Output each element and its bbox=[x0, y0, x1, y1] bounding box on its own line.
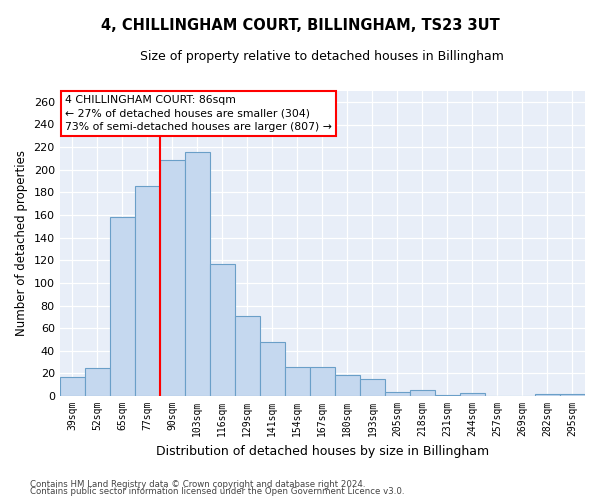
Bar bbox=[160, 160, 185, 396]
Bar bbox=[59, 377, 85, 396]
Text: Contains HM Land Registry data © Crown copyright and database right 2024.: Contains HM Land Registry data © Crown c… bbox=[30, 480, 365, 489]
Bar bbox=[135, 186, 160, 396]
Y-axis label: Number of detached properties: Number of detached properties bbox=[15, 150, 28, 336]
Bar bbox=[110, 218, 135, 396]
Text: 4, CHILLINGHAM COURT, BILLINGHAM, TS23 3UT: 4, CHILLINGHAM COURT, BILLINGHAM, TS23 3… bbox=[101, 18, 499, 32]
Bar bbox=[535, 394, 560, 396]
Bar bbox=[360, 379, 385, 396]
X-axis label: Distribution of detached houses by size in Billingham: Distribution of detached houses by size … bbox=[156, 444, 489, 458]
Bar bbox=[285, 366, 310, 396]
Bar bbox=[435, 395, 460, 396]
Bar bbox=[260, 342, 285, 396]
Bar bbox=[460, 392, 485, 396]
Bar bbox=[310, 366, 335, 396]
Bar bbox=[235, 316, 260, 396]
Title: Size of property relative to detached houses in Billingham: Size of property relative to detached ho… bbox=[140, 50, 504, 63]
Text: 4 CHILLINGHAM COURT: 86sqm
← 27% of detached houses are smaller (304)
73% of sem: 4 CHILLINGHAM COURT: 86sqm ← 27% of deta… bbox=[65, 95, 332, 132]
Bar bbox=[385, 392, 410, 396]
Text: Contains public sector information licensed under the Open Government Licence v3: Contains public sector information licen… bbox=[30, 488, 404, 496]
Bar bbox=[210, 264, 235, 396]
Bar bbox=[560, 394, 585, 396]
Bar bbox=[410, 390, 435, 396]
Bar bbox=[335, 374, 360, 396]
Bar bbox=[85, 368, 110, 396]
Bar bbox=[185, 152, 210, 396]
